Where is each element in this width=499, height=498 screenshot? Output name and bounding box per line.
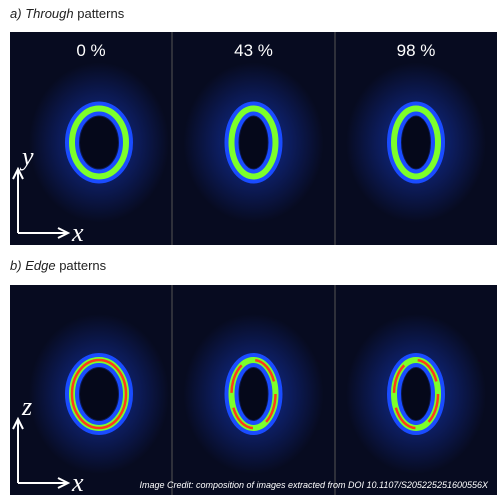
title-part: Edge [25, 258, 55, 273]
axis-arrow [12, 416, 71, 489]
section-title: b) Edge patterns [10, 258, 107, 273]
ring-core [392, 358, 440, 430]
ring-center [80, 368, 118, 420]
panel-label: 43 % [234, 41, 273, 60]
ring-center [239, 116, 268, 169]
axis-label: x [71, 468, 84, 497]
ring-core [230, 358, 277, 430]
ring-center [402, 116, 430, 169]
ring [391, 105, 441, 180]
title-part: b) [10, 258, 22, 273]
panel-label: 0 % [76, 41, 105, 60]
panel-label: 98 % [397, 41, 436, 60]
ring [69, 105, 129, 180]
axis-label: x [71, 218, 84, 247]
title-part: patterns [77, 6, 124, 21]
axis-arrow [12, 166, 71, 239]
title-part: patterns [59, 258, 106, 273]
ring-center [80, 116, 118, 169]
ring-core [70, 358, 128, 430]
ring-center [239, 368, 268, 420]
title-part: a) [10, 6, 22, 21]
title-part: Through [25, 6, 73, 21]
axis-label: z [21, 392, 32, 421]
image-credit: Image Credit: composition of images extr… [139, 480, 489, 490]
ring [228, 105, 279, 180]
section-title: a) Through patterns [10, 6, 125, 21]
ring-center [402, 368, 430, 420]
axis-label: y [19, 142, 34, 171]
